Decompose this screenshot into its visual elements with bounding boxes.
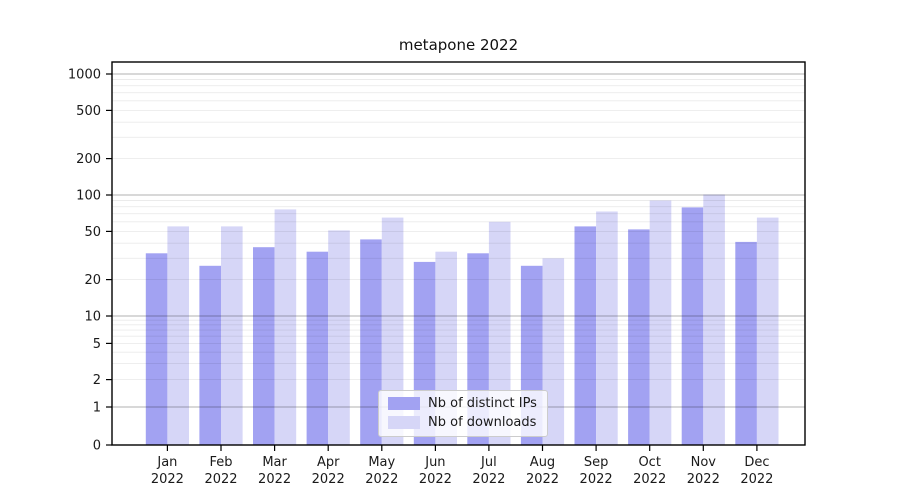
bar-distinct-ips-dec-2022: [735, 241, 757, 445]
x-tick-label: Jan 2022: [151, 455, 184, 487]
bar-downloads-apr-2022: [328, 230, 350, 445]
legend: Nb of distinct IPs Nb of downloads: [378, 390, 548, 437]
y-tick-label: 500: [76, 104, 101, 119]
bar-distinct-ips-mar-2022: [253, 247, 275, 445]
y-tick-label: 5: [93, 337, 101, 352]
bar-downloads-jan-2022: [167, 226, 189, 445]
x-tick-label: Aug 2022: [526, 455, 559, 487]
x-tick-label: Feb 2022: [204, 455, 237, 487]
bar-distinct-ips-may-2022: [360, 239, 382, 445]
bar-downloads-nov-2022: [703, 194, 725, 445]
x-tick-label: May 2022: [365, 455, 398, 487]
bar-downloads-may-2022: [381, 217, 404, 445]
y-tick-label: 200: [76, 152, 101, 167]
bar-downloads-feb-2022: [221, 226, 243, 445]
legend-label-distinct-ips: Nb of distinct IPs: [428, 396, 537, 411]
bar-downloads-jul-2022: [488, 221, 511, 445]
bar-downloads-sep-2022: [596, 211, 618, 445]
plot-border: [111, 61, 806, 446]
x-tick-label: Jul 2022: [472, 455, 505, 487]
y-tick-label: 10: [84, 310, 101, 325]
y-tick-label: 1000: [68, 68, 101, 83]
chart-title: metapone 2022: [398, 36, 519, 54]
x-tick-label: Dec 2022: [740, 455, 773, 487]
x-tick-label: Nov 2022: [687, 455, 720, 487]
x-tick-label: Mar 2022: [258, 455, 291, 487]
y-tick-label: 0: [93, 439, 101, 454]
bar-distinct-ips-apr-2022: [306, 251, 329, 445]
x-tick-label: Jun 2022: [419, 455, 452, 487]
bar-distinct-ips-oct-2022: [628, 229, 650, 445]
legend-swatch-distinct-ips: [388, 397, 420, 410]
y-tick-label: 20: [84, 273, 101, 288]
bar-distinct-ips-feb-2022: [199, 265, 221, 445]
legend-swatch-downloads: [388, 416, 420, 429]
legend-item-distinct-ips: Nb of distinct IPs: [388, 396, 538, 411]
x-tick-label: Apr 2022: [312, 455, 345, 487]
x-tick-label: Oct 2022: [633, 455, 666, 487]
bar-downloads-dec-2022: [756, 217, 779, 445]
y-tick-label: 2: [93, 373, 101, 388]
y-tick-label: 50: [84, 225, 101, 240]
bar-distinct-ips-jan-2022: [145, 253, 168, 445]
legend-item-downloads: Nb of downloads: [388, 415, 538, 430]
bar-downloads-oct-2022: [649, 200, 672, 445]
bar-distinct-ips-sep-2022: [574, 226, 597, 445]
x-tick-label: Sep 2022: [580, 455, 613, 487]
y-tick-label: 100: [76, 189, 101, 204]
y-tick-label: 1: [93, 401, 101, 416]
legend-label-downloads: Nb of downloads: [428, 415, 537, 430]
bar-distinct-ips-nov-2022: [681, 207, 704, 445]
bar-downloads-mar-2022: [274, 209, 297, 445]
